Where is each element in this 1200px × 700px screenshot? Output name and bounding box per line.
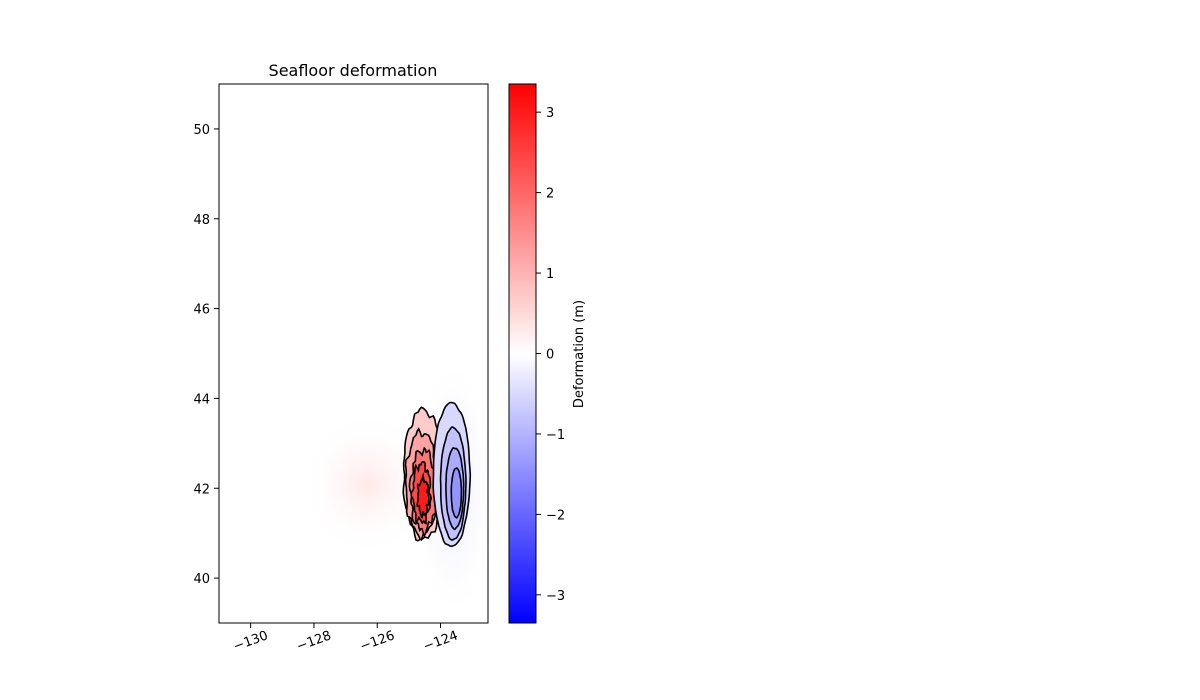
colorbar-gradient — [508, 83, 537, 624]
x-tick-label: −130 — [231, 628, 270, 654]
x-axis: −130 −128 −126 −124 — [231, 623, 460, 655]
uplift-halo — [298, 411, 438, 556]
y-tick-label: 44 — [193, 392, 210, 407]
colorbar-tick-label: 3 — [546, 106, 554, 121]
x-tick-label: −124 — [421, 628, 460, 654]
x-tick-label: −128 — [295, 628, 334, 654]
uplift-contour — [416, 472, 430, 519]
y-tick-label: 46 — [193, 303, 210, 318]
colorbar-tick-label: −2 — [546, 508, 565, 523]
x-tick-label: −126 — [358, 628, 397, 654]
colorbar-tick-label: 2 — [546, 187, 554, 202]
colorbar-ticks: 3 2 1 0 −1 −2 −3 — [536, 106, 565, 604]
y-tick-label: 50 — [193, 123, 210, 138]
colorbar-label: Deformation (m) — [572, 300, 587, 408]
y-tick-label: 40 — [193, 572, 210, 587]
y-tick-label: 42 — [193, 482, 210, 497]
subsidence-contour — [450, 467, 463, 519]
colorbar-tick-label: −1 — [546, 428, 565, 443]
colorbar-tick-label: 1 — [546, 267, 554, 282]
y-axis: 40 42 44 46 48 50 — [193, 123, 219, 587]
colorbar: 3 2 1 0 −1 −2 −3 Deformation (m) — [508, 83, 587, 624]
colorbar-tick-label: −3 — [546, 589, 565, 604]
chart-title: Seafloor deformation — [269, 61, 438, 80]
y-tick-label: 48 — [193, 213, 210, 228]
colorbar-tick-label: 0 — [546, 348, 554, 363]
plot-area: −130 −128 −126 −124 40 42 44 46 48 50 — [193, 83, 489, 655]
plot-frame — [218, 83, 489, 624]
deformation-field — [298, 353, 488, 623]
